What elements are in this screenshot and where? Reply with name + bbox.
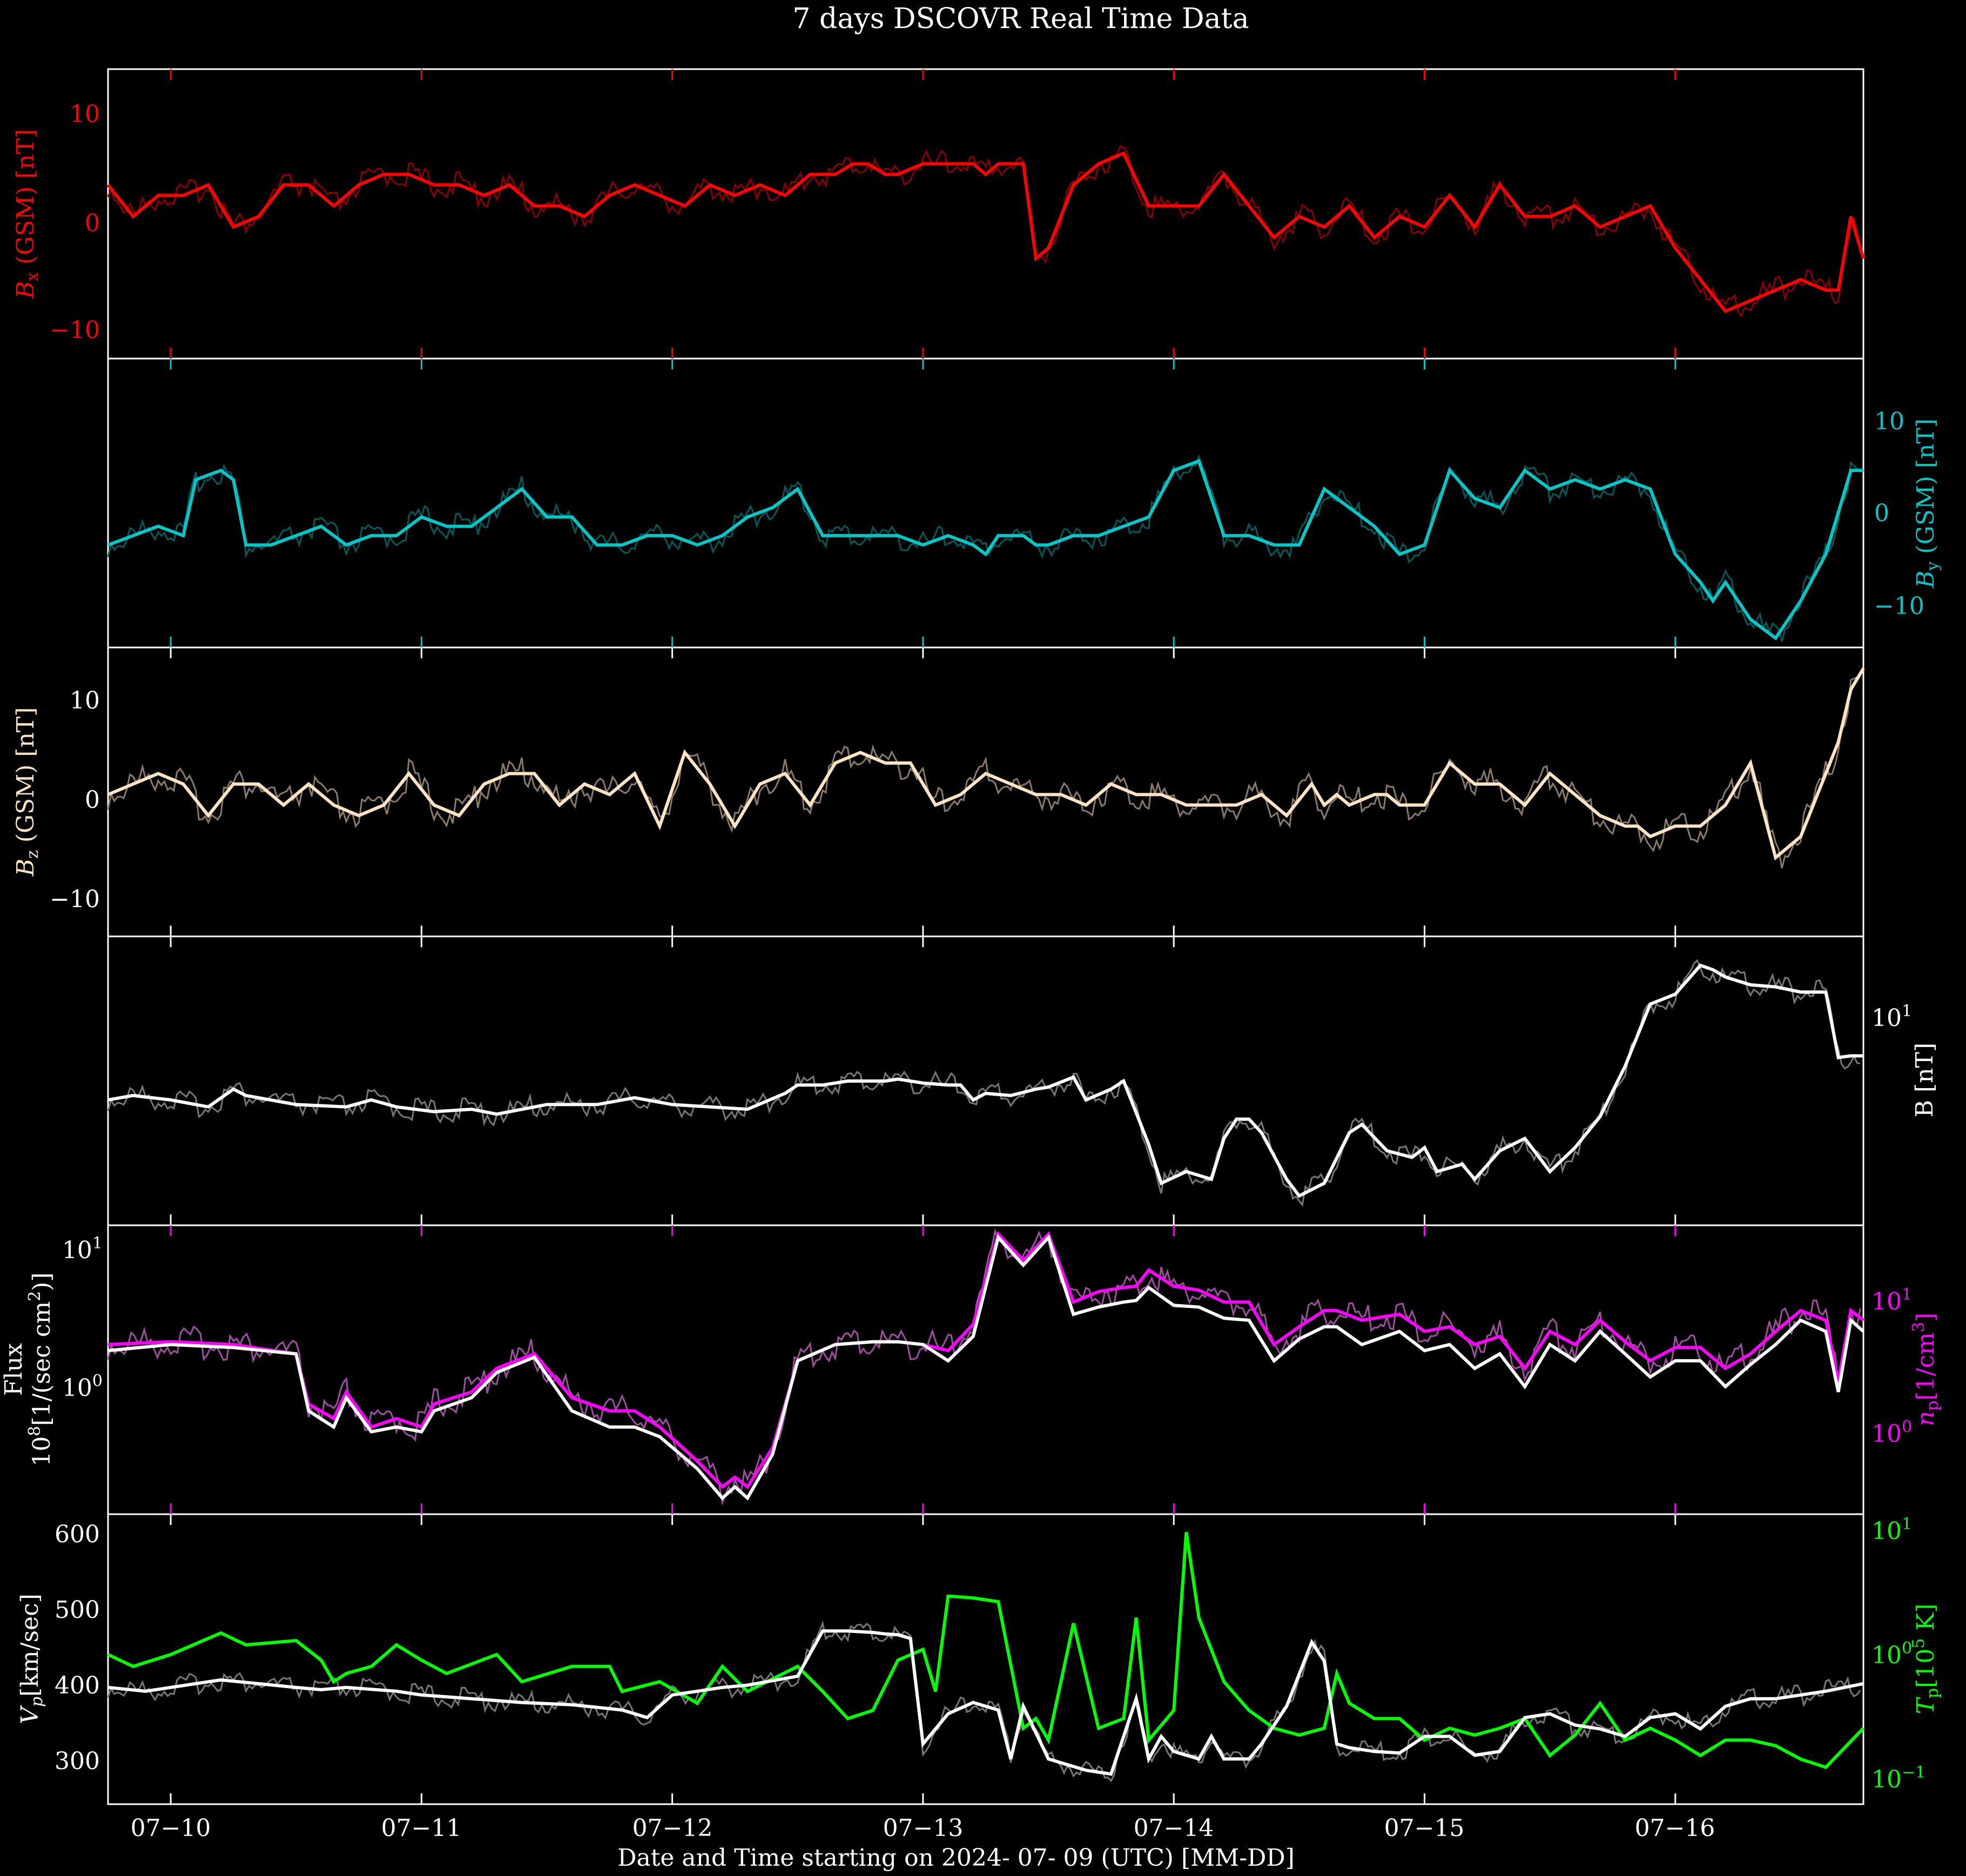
tick-marks — [170, 69, 1677, 1804]
vp-series — [107, 1531, 1865, 1783]
by-y-tick-label: 0 — [1874, 500, 1889, 527]
flux-y-tick-label: 100 — [62, 1372, 103, 1402]
bt-y-tick-label: 101 — [1871, 1002, 1912, 1032]
tp-y-axis-label: Tp[105 K] — [1909, 1604, 1942, 1715]
flux-y-tick-label: 101 — [62, 1234, 103, 1264]
x-tick-label: 07−16 — [1635, 1814, 1715, 1842]
flux-line — [107, 1234, 1864, 1501]
np-line — [107, 1231, 1864, 1489]
tp-y-tick-label: 101 — [1871, 1515, 1912, 1545]
np-y-axis-label: np[1/cm3] — [1909, 1313, 1942, 1426]
np-series — [107, 1228, 1864, 1506]
tp-line — [107, 1531, 1865, 1770]
bz-y-tick-label: −10 — [50, 886, 100, 913]
x-tick-label: 07−14 — [1134, 1814, 1214, 1842]
bt-raw-line — [107, 959, 1861, 1207]
x-tick-labels: 07−10 07−11 07−12 07−13 07−14 07−15 07−1… — [131, 1814, 1715, 1842]
by-raw-line — [107, 454, 1861, 642]
bz-panel-frame — [107, 646, 1864, 937]
vp-raw-line — [107, 1620, 1861, 1783]
bz-line — [107, 667, 1865, 861]
np-raw-line — [107, 1228, 1861, 1506]
by-line — [107, 458, 1863, 640]
vp-panel-frame — [107, 1513, 1864, 1805]
by-y-tick-label: −10 — [1874, 592, 1924, 620]
np-y-tick-label: 101 — [1871, 1285, 1912, 1315]
bx-y-tick-label: 10 — [70, 100, 100, 128]
bz-y-tick-label: 0 — [85, 786, 100, 814]
by-y-tick-label: 10 — [1874, 408, 1904, 435]
bx-raw-line — [107, 145, 1861, 318]
flux-y-axis-label: Flux — [0, 1343, 28, 1396]
by-y-ticks: 10 0 −10 — [1874, 408, 1924, 620]
by-series — [107, 454, 1863, 642]
vp-y-ticks: 600 500 400 300 — [55, 1521, 100, 1775]
vp-y-tick-label: 300 — [55, 1747, 100, 1775]
bx-panel-frame — [107, 68, 1864, 360]
bt-line — [107, 963, 1863, 1198]
x-axis-label: Date and Time starting on 2024- 07- 09 (… — [617, 1844, 1295, 1872]
bz-y-tick-label: 10 — [70, 687, 100, 714]
x-tick-label: 07−15 — [1384, 1814, 1465, 1842]
vp-y-tick-label: 500 — [55, 1596, 100, 1624]
figure-title: 7 days DSCOVR Real Time Data — [792, 3, 1249, 35]
x-tick-label: 07−12 — [632, 1814, 713, 1842]
vp-y-tick-label: 400 — [55, 1672, 100, 1699]
by-y-axis-label: By (GSM) [nT] — [1912, 419, 1942, 589]
bx-series — [106, 145, 1865, 318]
bz-raw-line — [107, 672, 1861, 869]
x-tick-label: 07−11 — [381, 1814, 462, 1842]
vp-y-tick-label: 600 — [55, 1521, 100, 1548]
np-y-tick-label: 100 — [1871, 1418, 1912, 1448]
bx-line — [106, 151, 1865, 313]
vp-y-axis-label: Vp[km/sec] — [16, 1594, 46, 1724]
vp-line — [107, 1629, 1864, 1776]
bt-panel-frame — [107, 935, 1864, 1226]
tp-y-tick-label: 100 — [1871, 1639, 1912, 1669]
bx-y-axis-label: Bx (GSM) [nT] — [12, 129, 42, 299]
bz-y-axis-label: Bz (GSM) [nT] — [12, 707, 42, 877]
bx-y-tick-label: 0 — [85, 210, 100, 237]
bx-y-tick-label: −10 — [50, 316, 100, 344]
bt-series — [107, 959, 1863, 1207]
flux-y-axis-label-units: 108[1/(sec cm2)] — [25, 1272, 56, 1466]
x-tick-label: 07−10 — [131, 1814, 211, 1842]
bx-y-ticks: 10 0 −10 — [50, 100, 100, 344]
bz-series — [107, 667, 1865, 869]
tp-y-tick-label: 10−1 — [1871, 1763, 1925, 1793]
x-tick-label: 07−13 — [883, 1814, 964, 1842]
bz-y-ticks: 10 0 −10 — [50, 687, 100, 913]
by-panel-frame — [107, 357, 1864, 649]
bt-y-axis-label: B [nT] — [1911, 1043, 1938, 1117]
